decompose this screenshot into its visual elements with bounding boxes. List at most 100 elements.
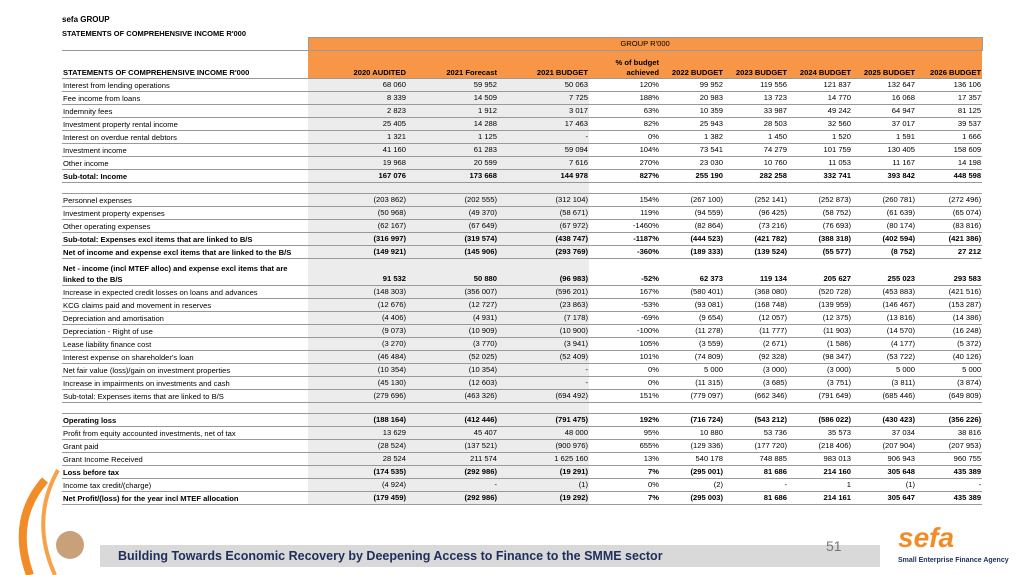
cell: (45 130) [308, 376, 407, 390]
swirl [41, 469, 60, 575]
cell: -52% [589, 258, 660, 286]
cell: 59 952 [407, 78, 498, 92]
cell: 68 060 [308, 78, 407, 92]
cell: (218 406) [788, 439, 852, 453]
cell: Net of income and expense excl items tha… [62, 245, 308, 259]
cell: (40 126) [916, 350, 983, 364]
cell: 192% [589, 413, 660, 427]
cell: 214 160 [788, 465, 852, 479]
cell: (11 903) [788, 324, 852, 338]
cell: (272 496) [916, 193, 983, 207]
cell: 540 178 [660, 452, 724, 466]
cell: 119 134 [724, 258, 788, 286]
cell: 14 770 [788, 91, 852, 105]
cell: 448 598 [916, 169, 983, 183]
cell: 11 167 [852, 156, 916, 170]
cell: 13 723 [724, 91, 788, 105]
cell: 748 885 [724, 452, 788, 466]
cell: (453 883) [852, 285, 916, 299]
cell: - [724, 478, 788, 492]
cell: 0% [589, 363, 660, 377]
cell: 7% [589, 491, 660, 505]
title: STATEMENTS OF COMPREHENSIVE INCOME R'000 [62, 29, 247, 38]
cell: (73 216) [724, 219, 788, 233]
cell [916, 182, 983, 194]
cell: -360% [589, 245, 660, 259]
cell: 59 094 [498, 143, 589, 157]
cell: 10 359 [660, 104, 724, 118]
cell: 7 616 [498, 156, 589, 170]
cell: 33 987 [724, 104, 788, 118]
cell: 1 382 [660, 130, 724, 144]
cell: (3 941) [498, 337, 589, 351]
cell: 983 013 [788, 452, 852, 466]
cell: 154% [589, 193, 660, 207]
cell: 25 405 [308, 117, 407, 131]
cell: Income tax credit/(charge) [62, 478, 308, 492]
cell: 305 647 [852, 491, 916, 505]
cell: 1 450 [724, 130, 788, 144]
cell: Interest from lending operations [62, 78, 308, 92]
cell: (61 639) [852, 206, 916, 220]
table-row: Other income 19 968 20 599 7 616 270% 23 030 1… [62, 156, 983, 170]
cell: (3 811) [852, 376, 916, 390]
cell: (50 968) [308, 206, 407, 220]
table-row: Investment property expenses (50 968) (49 … [62, 206, 983, 220]
cell [498, 182, 589, 194]
cell: 28 524 [308, 452, 407, 466]
column-header: 2020 AUDITED [308, 50, 407, 79]
cell: Operating loss [62, 413, 308, 427]
column-header: 2021 Forecast [407, 50, 498, 79]
cell: - [498, 376, 589, 390]
cell: (3 000) [724, 363, 788, 377]
cell: 1 625 160 [498, 452, 589, 466]
cell: 119% [589, 206, 660, 220]
cell: Lease liability finance cost [62, 337, 308, 351]
cell: Net fair value (loss)/gain on investment… [62, 363, 308, 377]
cell: 82% [589, 117, 660, 131]
cell [62, 182, 308, 194]
cell: 906 943 [852, 452, 916, 466]
cell: 1 666 [916, 130, 983, 144]
cell: (49 370) [407, 206, 498, 220]
cell: 121 837 [788, 78, 852, 92]
cell: 136 106 [916, 78, 983, 92]
cell: (179 459) [308, 491, 407, 505]
table-row: Increase in expected credit losses on lo… [62, 285, 983, 299]
cell: (791 475) [498, 413, 589, 427]
cell: 32 560 [788, 117, 852, 131]
cell: (444 523) [660, 232, 724, 246]
cell: Depreciation - Right of use [62, 324, 308, 338]
cell [589, 402, 660, 414]
cell: (2) [660, 478, 724, 492]
cell: 37 034 [852, 426, 916, 440]
cell: 104% [589, 143, 660, 157]
cell: (791 649) [788, 389, 852, 403]
cell: 14 198 [916, 156, 983, 170]
cell: 5 000 [916, 363, 983, 377]
cell: (94 559) [660, 206, 724, 220]
cell: (52 025) [407, 350, 498, 364]
cell: (65 074) [916, 206, 983, 220]
cell: 37 017 [852, 117, 916, 131]
cell: (4 924) [308, 478, 407, 492]
table-row: Personnel expenses (203 862) (202 555) (312… [62, 193, 983, 207]
cell: (149 921) [308, 245, 407, 259]
cell: 63% [589, 104, 660, 118]
cell: (312 104) [498, 193, 589, 207]
table-row: Interest expense on shareholder's loan (4… [62, 350, 983, 364]
table-row: Interest on overdue rental debtors 1 321 1… [62, 130, 983, 144]
table-row: Sub-total: Income 167 076 173 668 144 978 82… [62, 169, 983, 183]
table-row: Depreciation and amortisation (4 406) (4 9… [62, 311, 983, 325]
cell: (1) [852, 478, 916, 492]
cell: (356 226) [916, 413, 983, 427]
cell: 74 279 [724, 143, 788, 157]
cell: (520 728) [788, 285, 852, 299]
cell: (58 752) [788, 206, 852, 220]
cell: 61 283 [407, 143, 498, 157]
cell: (252 873) [788, 193, 852, 207]
org: sefa GROUP [62, 15, 110, 24]
cell: 119 556 [724, 78, 788, 92]
cell: (316 997) [308, 232, 407, 246]
cell: 305 648 [852, 465, 916, 479]
